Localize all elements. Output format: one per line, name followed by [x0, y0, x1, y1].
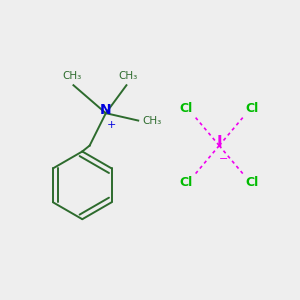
- Text: CH₃: CH₃: [142, 116, 162, 126]
- Text: +: +: [107, 120, 116, 130]
- Text: I: I: [216, 135, 222, 150]
- Text: Cl: Cl: [179, 102, 193, 115]
- Text: Cl: Cl: [246, 102, 259, 115]
- Text: CH₃: CH₃: [118, 71, 137, 81]
- Text: N: N: [100, 103, 112, 117]
- Text: CH₃: CH₃: [62, 71, 82, 81]
- Text: Cl: Cl: [179, 176, 193, 190]
- Text: Cl: Cl: [246, 176, 259, 190]
- Text: −: −: [219, 154, 228, 164]
